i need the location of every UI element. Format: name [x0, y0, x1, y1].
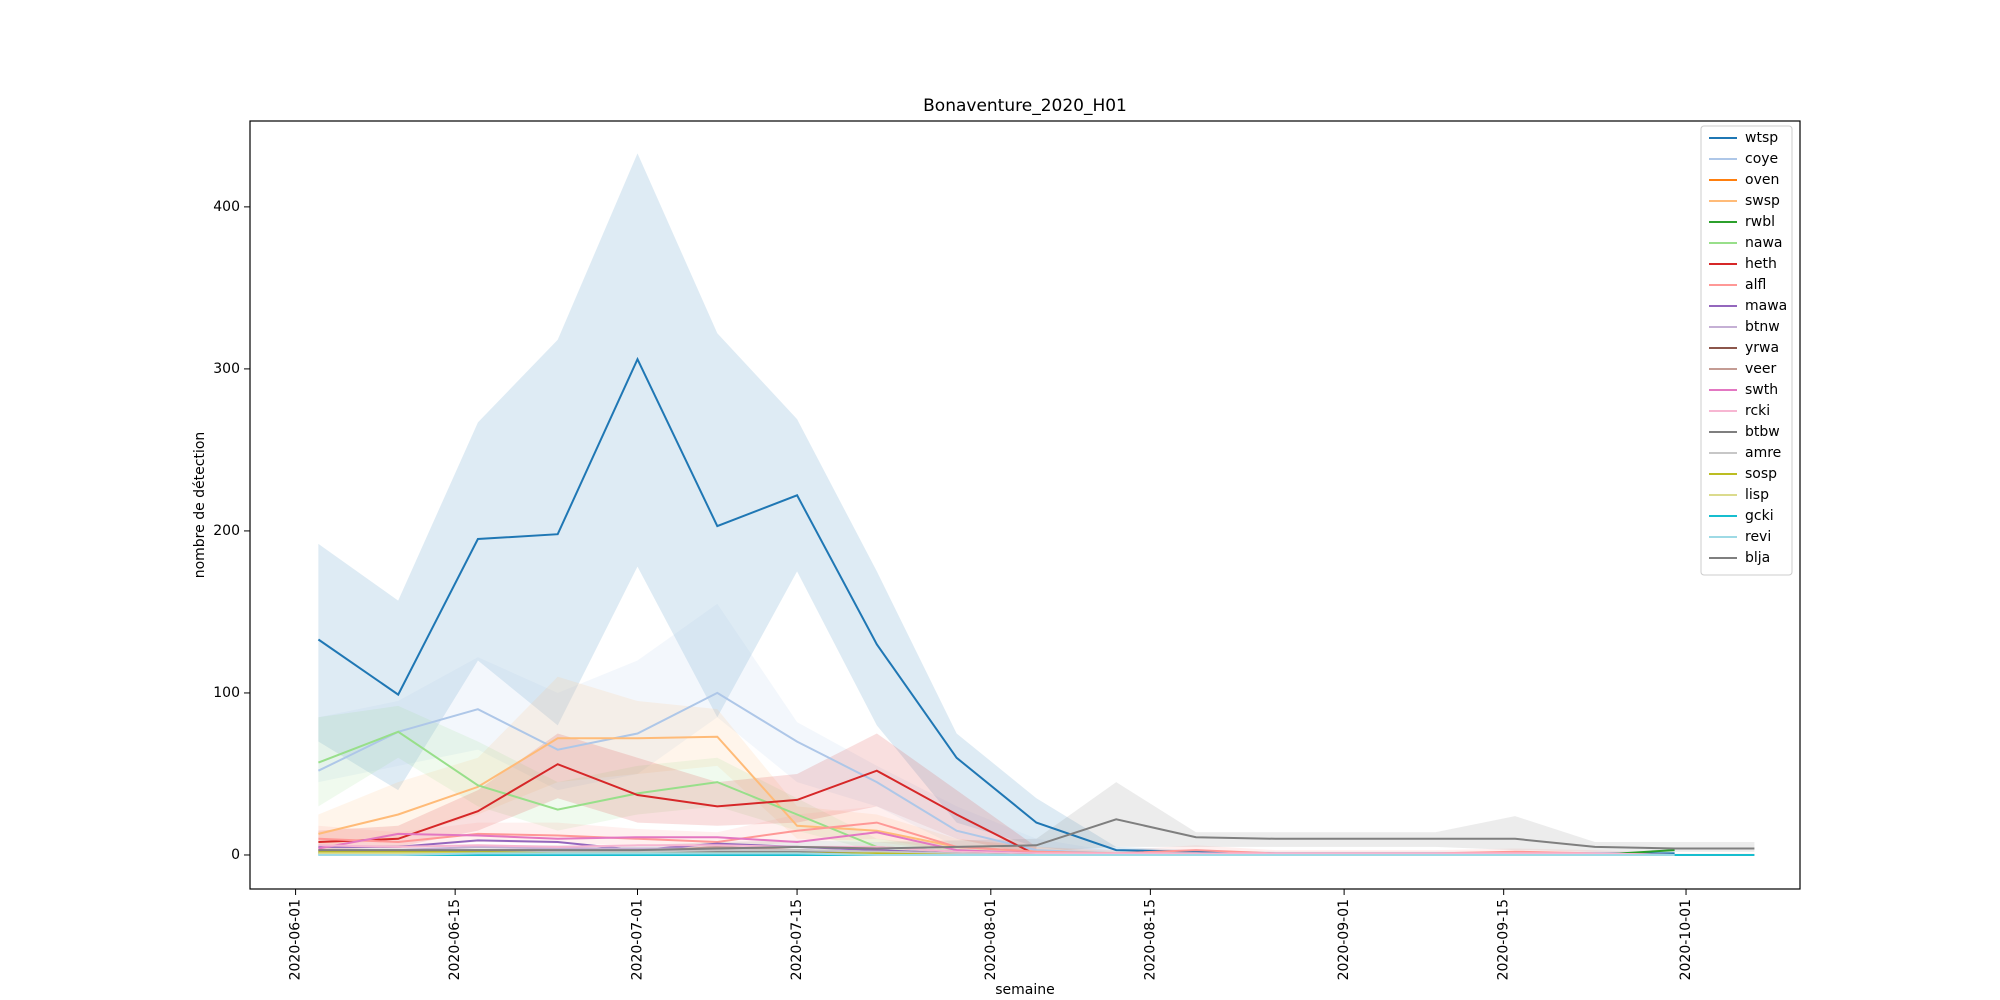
legend-label: rcki	[1745, 403, 1770, 419]
legend-label: nawa	[1745, 235, 1782, 251]
legend-label: rwbl	[1745, 214, 1775, 230]
legend-label: amre	[1745, 445, 1781, 461]
legend-label: heth	[1745, 256, 1777, 272]
confidence-band	[318, 603, 1675, 855]
legend-label: oven	[1745, 172, 1779, 188]
bands	[318, 153, 1755, 855]
legend-label: swsp	[1745, 193, 1780, 209]
y-tick-label: 400	[213, 199, 240, 215]
legend-label: alfl	[1745, 277, 1766, 293]
x-tick-label: 2020-06-01	[288, 899, 304, 980]
series-line	[318, 852, 1675, 856]
legend-label: lisp	[1745, 487, 1769, 503]
legend-label: btnw	[1745, 319, 1780, 335]
x-tick-label: 2020-08-15	[1142, 899, 1158, 980]
confidence-band	[318, 733, 1037, 855]
x-tick-label: 2020-06-15	[447, 899, 463, 980]
legend: wtsp coye oven swsp rwbl nawa heth alfl mawa btnw…	[1700, 125, 1793, 576]
y-tick-label: 0	[231, 847, 240, 863]
chart-title: Bonaventure_2020_H01	[923, 96, 1127, 116]
y-tick-label: 100	[213, 685, 240, 701]
legend-label: blja	[1745, 550, 1770, 566]
y-tick-label: 200	[213, 523, 240, 539]
legend-label: mawa	[1745, 298, 1787, 314]
legend-label: veer	[1745, 361, 1777, 377]
confidence-band	[318, 676, 1675, 855]
confidence-band	[318, 782, 1755, 854]
x-tick-label: 2020-10-01	[1678, 899, 1694, 980]
legend-label: coye	[1745, 151, 1778, 167]
legend-box	[1700, 125, 1793, 576]
x-tick-label: 2020-09-01	[1336, 899, 1352, 980]
legend-label: swth	[1745, 382, 1778, 398]
plot-frame	[249, 120, 1801, 890]
lines	[317, 356, 1755, 856]
confidence-band	[318, 806, 1755, 855]
series-line	[318, 821, 1755, 856]
confidence-band	[318, 705, 1675, 855]
x-tick-label: 2020-07-15	[789, 899, 805, 980]
x-tick-label: 2020-08-01	[983, 899, 999, 980]
x-axis-label: semaine	[995, 982, 1055, 998]
confidence-band	[318, 153, 1675, 855]
series-line	[318, 844, 1755, 856]
y-tick-label: 300	[213, 361, 240, 377]
legend-label: yrwa	[1745, 340, 1779, 356]
series-line	[318, 818, 1755, 852]
y-axis-label: nombre de détection	[192, 432, 208, 579]
legend-label: gcki	[1745, 508, 1774, 524]
legend-label: revi	[1745, 529, 1771, 545]
series-line	[318, 763, 1037, 856]
legend-label: wtsp	[1745, 130, 1778, 146]
x-tick-label: 2020-09-15	[1496, 899, 1512, 980]
legend-label: sosp	[1745, 466, 1777, 482]
legend-label: btbw	[1745, 424, 1780, 440]
x-tick-label: 2020-07-01	[630, 899, 646, 980]
